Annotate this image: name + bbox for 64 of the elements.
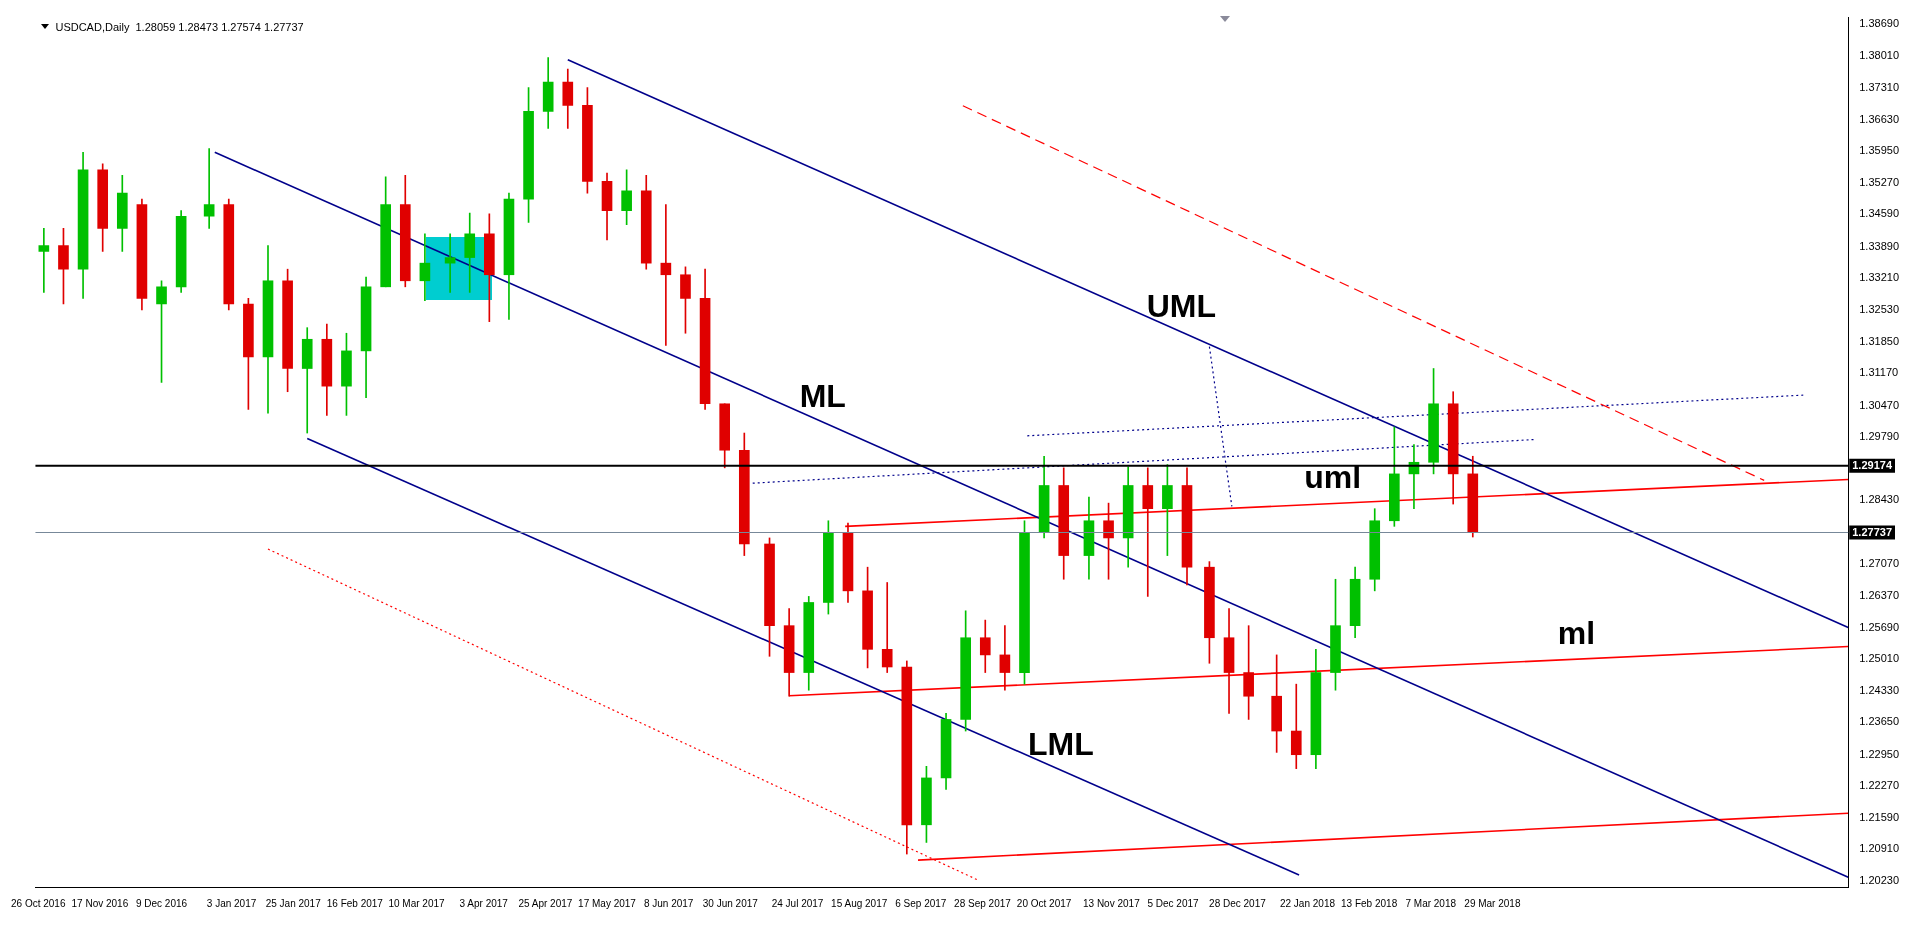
y-tick-label: 1.29790 [1859,430,1899,443]
ref-line-label: 1.27737 [1852,525,1892,538]
candlestick [38,228,50,293]
y-tick-label: 1.30470 [1859,398,1899,411]
y-tick-label: 1.22270 [1859,779,1899,792]
annotation: UML [1146,287,1217,324]
x-tick-label: 3 Apr 2017 [459,897,509,909]
x-tick-label: 28 Sep 2017 [954,897,1012,909]
y-tick-label: 1.38010 [1859,48,1899,61]
x-tick-label: 22 Jan 2018 [1279,897,1336,909]
y-tick-label: 1.26370 [1859,588,1899,601]
chart-title: USDCAD,Daily 1.28059 1.28473 1.27574 1.27737 [55,20,304,33]
annotation: LML [1028,725,1094,762]
y-tick-label: 1.20230 [1859,874,1899,886]
candlestick [203,148,215,229]
annotation: ML [799,377,846,414]
y-tick-label: 1.35950 [1859,144,1899,157]
y-tick-label: 1.20910 [1859,842,1899,855]
annotation: uml [1304,459,1362,496]
y-tick-label: 1.37310 [1859,81,1899,94]
y-tick-label: 1.28430 [1859,493,1899,506]
x-tick-label: 25 Apr 2017 [518,897,573,909]
y-tick-label: 1.35270 [1859,175,1899,188]
y-tick-label: 1.21590 [1859,810,1899,823]
x-tick-label: 29 Mar 2018 [1464,897,1521,909]
x-tick-label: 24 Jul 2017 [771,897,824,909]
x-tick-label: 26 Oct 2016 [11,897,66,909]
y-tick-label: 1.36630 [1859,112,1899,125]
x-tick-label: 20 Oct 2017 [1016,897,1072,909]
y-tick-label: 1.31850 [1859,334,1899,347]
x-tick-label: 16 Feb 2017 [326,897,384,909]
y-tick-label: 1.25010 [1859,652,1899,665]
y-tick-label: 1.33890 [1859,239,1899,252]
y-tick-label: 1.22950 [1859,747,1899,760]
y-tick-label: 1.34590 [1859,207,1899,220]
y-tick-label: 1.32530 [1859,303,1899,316]
candlestick [881,582,893,673]
x-tick-label: 17 May 2017 [578,897,637,909]
ref-line-label: 1.29174 [1852,458,1893,471]
candlestick [660,204,672,346]
candlestick [444,233,456,293]
x-tick-label: 13 Nov 2017 [1082,897,1141,909]
y-tick-label: 1.23650 [1859,715,1899,728]
x-tick-label: 6 Sep 2017 [895,897,947,909]
x-tick-label: 10 Mar 2017 [388,897,445,909]
y-tick-label: 1.38690 [1859,17,1899,30]
x-tick-label: 7 Mar 2018 [1405,897,1457,909]
y-tick-label: 1.25690 [1859,620,1899,633]
x-tick-label: 15 Aug 2017 [831,897,888,909]
y-tick-label: 1.27070 [1859,556,1899,569]
candlestick [1142,467,1154,597]
x-tick-label: 13 Feb 2018 [1341,897,1398,909]
y-tick-label: 1.24330 [1859,683,1899,696]
x-tick-label: 25 Jan 2017 [265,897,322,909]
x-tick-label: 9 Dec 2016 [135,897,188,909]
x-tick-label: 17 Nov 2016 [71,897,129,909]
y-tick-label: 1.33210 [1859,271,1899,284]
x-tick-label: 28 Dec 2017 [1209,897,1267,909]
y-tick-label: 1.31170 [1859,366,1899,379]
x-tick-label: 30 Jun 2017 [702,897,759,909]
annotation: ml [1557,614,1596,651]
x-tick-label: 8 Jun 2017 [643,897,694,909]
x-tick-label: 3 Jan 2017 [206,897,257,909]
x-tick-label: 5 Dec 2017 [1147,897,1199,909]
